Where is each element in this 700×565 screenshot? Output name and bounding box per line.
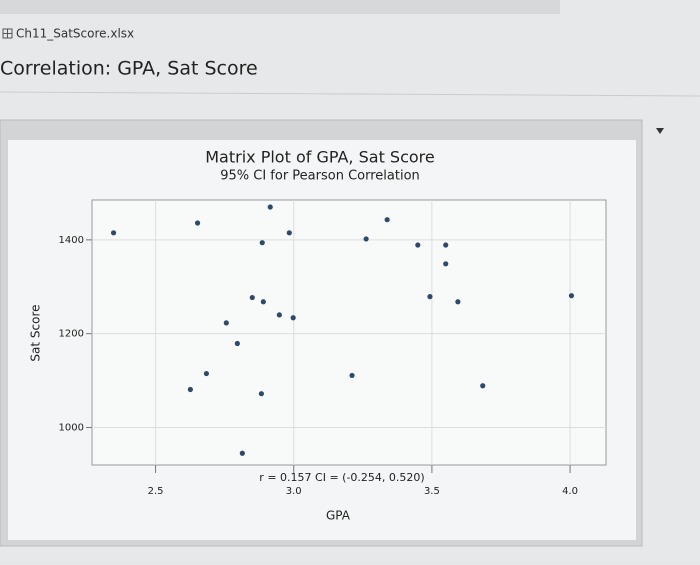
point	[276, 312, 282, 318]
file-icon	[2, 28, 13, 39]
y-tick-label: 1400	[59, 235, 84, 246]
y-axis-label: Sat Score	[29, 304, 43, 361]
file-name[interactable]: Ch11_SatScore.xlsx	[16, 27, 134, 41]
point	[415, 242, 421, 248]
point	[443, 261, 449, 267]
divider	[0, 91, 700, 97]
point	[480, 383, 486, 389]
point	[455, 299, 461, 305]
annotation: r = 0.157 CI = (-0.254, 0.520)	[259, 471, 424, 484]
point	[239, 450, 245, 456]
chart-title: Matrix Plot of GPA, Sat Score	[205, 148, 434, 167]
x-tick-label: 3.5	[424, 486, 440, 497]
x-tick-label: 3.0	[286, 486, 302, 497]
point	[249, 294, 255, 301]
toolbar	[0, 0, 560, 14]
chart-subtitle: 95% CI for Pearson Correlation	[220, 169, 420, 184]
point	[258, 391, 264, 397]
point	[234, 340, 240, 347]
point	[223, 320, 229, 326]
plot-area	[91, 199, 607, 466]
x-axis-label: GPA	[326, 509, 351, 523]
point	[384, 217, 390, 223]
heading: Correlation: GPA, Sat Score	[0, 58, 258, 80]
point	[349, 372, 355, 379]
point	[568, 293, 575, 299]
point	[267, 204, 273, 210]
point	[203, 370, 210, 377]
point	[443, 242, 449, 248]
point	[187, 386, 193, 393]
point	[427, 294, 433, 300]
point	[259, 240, 265, 246]
collapse-arrow[interactable]	[656, 128, 664, 134]
x-tick-label: 4.0	[562, 486, 578, 497]
point	[110, 230, 117, 236]
point	[260, 299, 266, 305]
point	[194, 220, 201, 226]
y-tick-label: 1000	[59, 422, 84, 433]
point	[290, 315, 296, 321]
point	[286, 230, 292, 236]
point	[363, 236, 369, 242]
x-tick-label: 2.5	[148, 486, 164, 497]
y-tick-label: 1200	[59, 329, 84, 340]
